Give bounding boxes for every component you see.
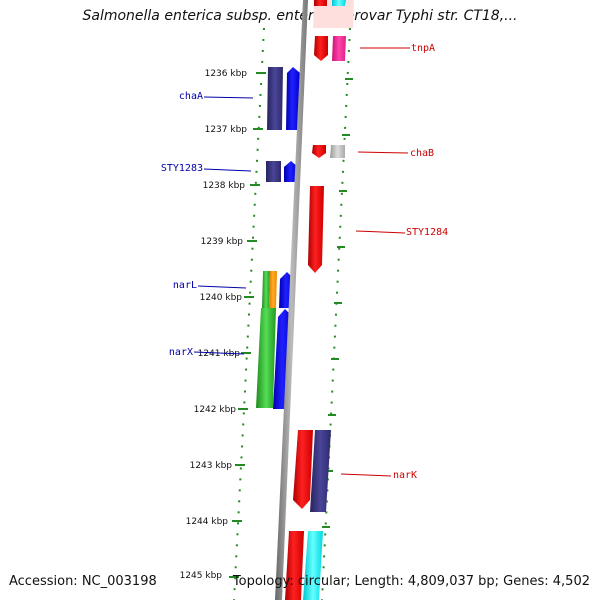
tick-label-1242: 1242 kbp	[194, 405, 237, 415]
tick-label-1244: 1244 kbp	[186, 517, 229, 527]
genome-backbone	[275, 0, 308, 600]
gene-label-tnpA[interactable]: tnpA	[411, 43, 435, 54]
leader-sty1283	[203, 168, 252, 172]
tick-label-1239: 1239 kbp	[201, 237, 244, 247]
feature-tnpA-magenta[interactable]	[332, 36, 346, 61]
feature-chaB-grey[interactable]	[330, 145, 345, 158]
outer-ring-dots	[321, 27, 351, 600]
tick-label-1237: 1237 kbp	[205, 125, 248, 135]
gene-label-chaA[interactable]: chaA	[179, 91, 203, 102]
accession-label: Accession: NC_003198	[9, 574, 157, 589]
tick-label-1245: 1245 kbp	[180, 571, 223, 581]
feature-chaA-navy[interactable]	[267, 67, 283, 130]
inner-ring-dots	[233, 27, 265, 600]
tick-label-1240: 1240 kbp	[200, 293, 243, 303]
feature-narL-orange[interactable]	[269, 271, 277, 308]
leader-narK	[340, 473, 392, 477]
gene-label-narK[interactable]: narK	[393, 470, 417, 481]
feature-narK-red[interactable]	[293, 430, 313, 509]
feature-tnpA-red-top[interactable]	[314, 0, 327, 6]
gene-label-sty1283[interactable]: STY1283	[161, 163, 203, 174]
feature-tnpA-cyan-top[interactable]	[332, 0, 346, 6]
feature-narK-navy[interactable]	[310, 430, 331, 512]
leader-narX	[193, 351, 245, 355]
topology-label: Topology: circular; Length: 4,809,037 bp…	[232, 574, 590, 589]
feature-pink-band	[313, 0, 354, 28]
leader-chaB	[357, 151, 409, 154]
tick-marks	[229, 72, 266, 578]
leader-sty1284	[355, 230, 406, 234]
gene-label-narL[interactable]: narL	[173, 280, 197, 291]
tick-label-1236: 1236 kbp	[205, 69, 248, 79]
feature-chaB-red[interactable]	[312, 145, 326, 158]
leader-chaA	[203, 96, 254, 99]
feature-bottom-cyan[interactable]	[303, 531, 323, 600]
gene-label-chaB[interactable]: chaB	[410, 148, 434, 159]
map-title: Salmonella enterica subsp. enterica sero…	[82, 8, 518, 24]
feature-chaA-blue[interactable]	[286, 67, 300, 130]
feature-sty1283-navy[interactable]	[266, 161, 281, 182]
feature-bottom-red[interactable]	[285, 531, 304, 600]
tick-label-1243: 1243 kbp	[190, 461, 233, 471]
outer-tick-marks	[322, 78, 353, 528]
leader-narL	[197, 285, 247, 289]
feature-sty1283-blue[interactable]	[284, 161, 298, 182]
tick-label-1238: 1238 kbp	[203, 181, 246, 191]
feature-narX-green[interactable]	[256, 308, 276, 408]
gene-label-sty1284[interactable]: STY1284	[406, 227, 448, 238]
tick-label-1241: 1241 kbp	[198, 349, 241, 359]
gene-label-narX[interactable]: narX	[169, 347, 193, 358]
feature-narL-green[interactable]	[262, 271, 270, 308]
feature-tnpA-red[interactable]	[314, 36, 328, 61]
feature-sty1284-red[interactable]	[308, 186, 324, 273]
